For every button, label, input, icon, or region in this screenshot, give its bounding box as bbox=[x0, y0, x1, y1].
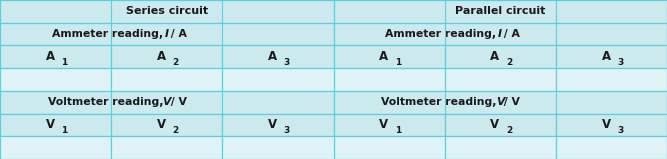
Bar bbox=[556, 45, 667, 68]
Text: Ammeter reading,: Ammeter reading, bbox=[386, 29, 500, 39]
Text: A: A bbox=[379, 50, 388, 63]
Bar bbox=[334, 136, 445, 159]
Bar bbox=[0, 136, 111, 159]
Bar bbox=[0, 23, 334, 45]
Bar bbox=[334, 0, 667, 23]
Text: V: V bbox=[379, 118, 388, 131]
Text: 2: 2 bbox=[506, 126, 512, 135]
Bar bbox=[445, 136, 556, 159]
Bar bbox=[222, 45, 334, 68]
Bar bbox=[556, 136, 667, 159]
Text: / V: / V bbox=[167, 97, 187, 107]
Text: Ammeter reading,: Ammeter reading, bbox=[52, 29, 167, 39]
Bar bbox=[222, 136, 334, 159]
Text: Voltmeter reading,: Voltmeter reading, bbox=[47, 97, 167, 107]
Bar bbox=[222, 114, 334, 136]
Text: V: V bbox=[157, 118, 166, 131]
Text: / A: / A bbox=[500, 29, 520, 39]
Bar bbox=[0, 91, 334, 114]
Bar bbox=[111, 68, 222, 91]
Text: 1: 1 bbox=[395, 126, 401, 135]
Text: V: V bbox=[602, 118, 611, 131]
Text: 2: 2 bbox=[506, 58, 512, 67]
Text: V: V bbox=[45, 118, 55, 131]
Text: V: V bbox=[163, 97, 171, 107]
Text: 1: 1 bbox=[61, 126, 67, 135]
Text: Ammeter reading, I / A: Ammeter reading, I / A bbox=[97, 29, 236, 39]
Text: A: A bbox=[45, 50, 55, 63]
Bar bbox=[0, 114, 111, 136]
Bar bbox=[0, 0, 334, 23]
Bar bbox=[111, 45, 222, 68]
Bar bbox=[334, 68, 445, 91]
Bar bbox=[111, 136, 222, 159]
Text: 2: 2 bbox=[172, 58, 179, 67]
Bar bbox=[445, 45, 556, 68]
Bar bbox=[222, 68, 334, 91]
Text: / V: / V bbox=[500, 97, 520, 107]
Bar bbox=[334, 114, 445, 136]
Text: V: V bbox=[496, 97, 504, 107]
Bar bbox=[556, 68, 667, 91]
Text: 3: 3 bbox=[617, 58, 623, 67]
Text: A: A bbox=[268, 50, 277, 63]
Bar bbox=[0, 68, 111, 91]
Bar bbox=[334, 23, 667, 45]
Text: 1: 1 bbox=[395, 58, 401, 67]
Bar bbox=[556, 114, 667, 136]
Text: A: A bbox=[602, 50, 611, 63]
Text: V: V bbox=[268, 118, 277, 131]
Text: A: A bbox=[490, 50, 500, 63]
Text: 3: 3 bbox=[283, 58, 289, 67]
Bar bbox=[334, 45, 445, 68]
Text: 2: 2 bbox=[172, 126, 179, 135]
Text: Voltmeter reading,: Voltmeter reading, bbox=[381, 97, 500, 107]
Bar bbox=[334, 91, 667, 114]
Text: I: I bbox=[165, 29, 169, 39]
Bar bbox=[111, 114, 222, 136]
Text: / A: / A bbox=[167, 29, 187, 39]
Text: I: I bbox=[498, 29, 502, 39]
Text: Series circuit: Series circuit bbox=[125, 6, 208, 16]
Bar bbox=[445, 114, 556, 136]
Text: 1: 1 bbox=[61, 58, 67, 67]
Bar bbox=[0, 45, 111, 68]
Text: A: A bbox=[157, 50, 166, 63]
Text: 3: 3 bbox=[283, 126, 289, 135]
Text: V: V bbox=[490, 118, 500, 131]
Text: 3: 3 bbox=[617, 126, 623, 135]
Text: Parallel circuit: Parallel circuit bbox=[455, 6, 546, 16]
Bar bbox=[445, 68, 556, 91]
